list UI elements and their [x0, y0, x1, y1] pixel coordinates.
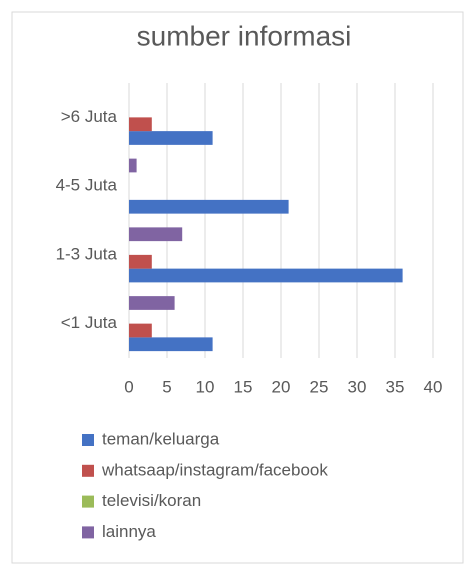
- bar: [129, 158, 137, 173]
- y-tick-label: 4-5 Juta: [56, 176, 118, 195]
- x-tick-label: 0: [124, 377, 133, 396]
- y-tick-label: <1 Juta: [61, 313, 118, 332]
- bar: [129, 268, 403, 283]
- bar: [129, 337, 213, 352]
- legend-label: teman/keluarga: [102, 429, 220, 448]
- legend-swatch: [82, 464, 94, 477]
- chart-title: sumber informasi: [137, 20, 352, 51]
- x-tick-label: 15: [234, 377, 253, 396]
- bar: [129, 227, 183, 242]
- x-tick-label: 25: [310, 377, 329, 396]
- x-tick-label: 20: [272, 377, 291, 396]
- bar: [129, 199, 289, 214]
- bar: [129, 117, 152, 132]
- bar: [129, 131, 213, 145]
- legend-label: lainnya: [102, 522, 156, 541]
- x-tick-label: 40: [424, 377, 443, 396]
- y-tick-label: 1-3 Juta: [56, 244, 118, 263]
- legend-swatch: [82, 526, 94, 539]
- x-tick-label: 35: [386, 377, 405, 396]
- y-tick-label: >6 Juta: [61, 107, 118, 126]
- x-tick-label: 5: [162, 377, 171, 396]
- legend-swatch: [82, 495, 94, 508]
- legend-label: whatsaap/instagram/facebook: [101, 460, 328, 479]
- bar: [129, 323, 152, 338]
- legend-swatch: [82, 434, 94, 446]
- x-tick-label: 10: [196, 377, 215, 396]
- bar: [129, 254, 152, 269]
- bar: [129, 296, 175, 310]
- x-tick-label: 30: [348, 377, 367, 396]
- legend-label: televisi/koran: [102, 491, 201, 510]
